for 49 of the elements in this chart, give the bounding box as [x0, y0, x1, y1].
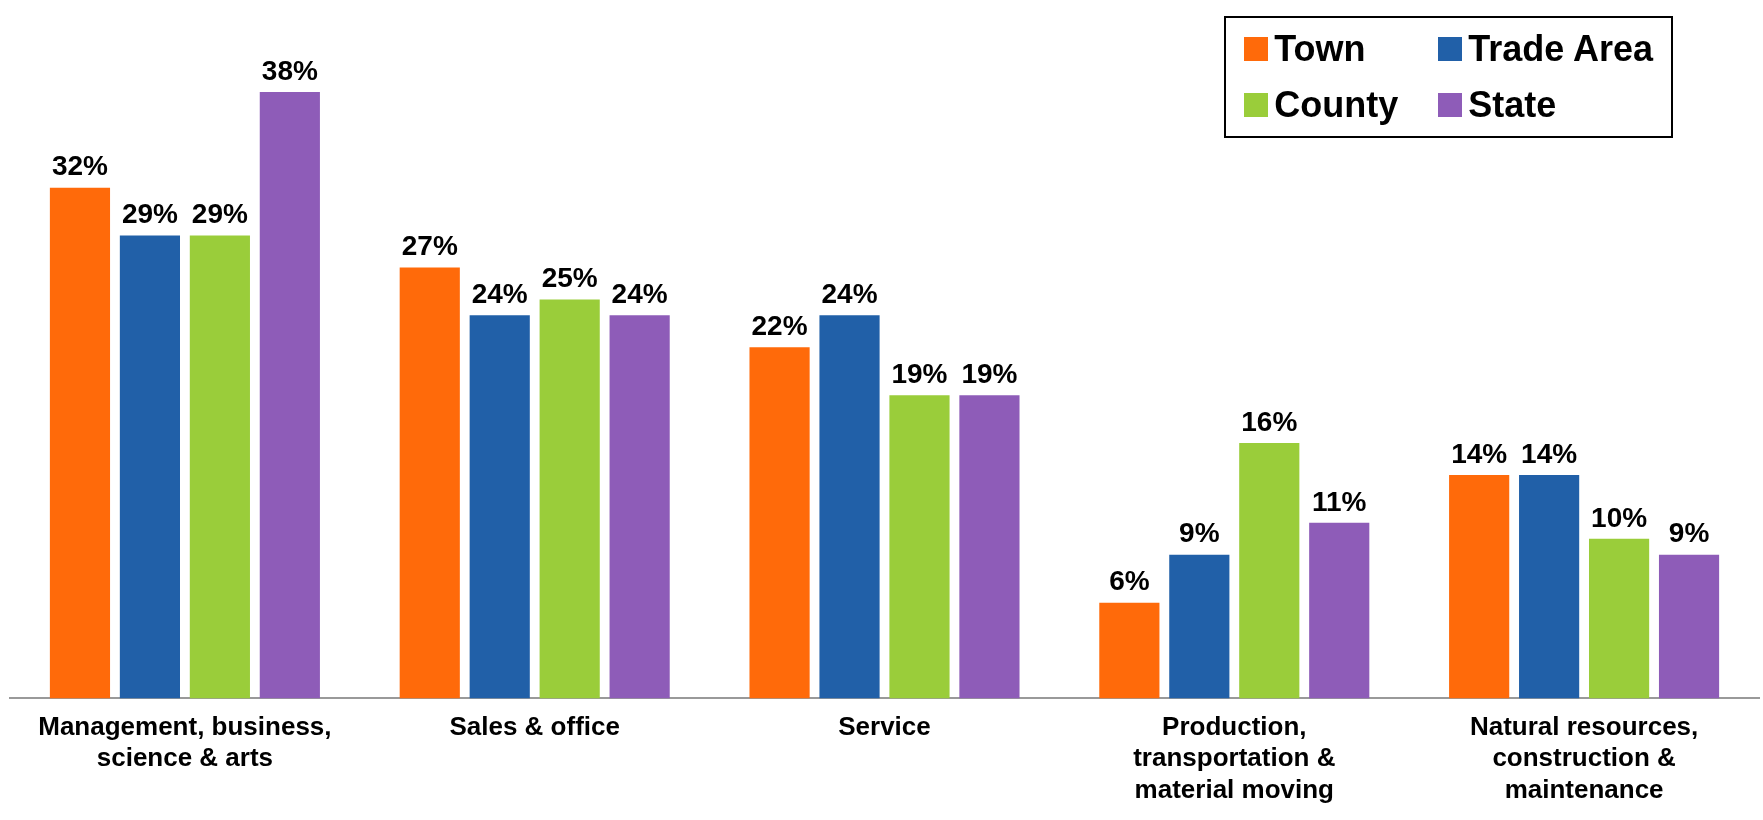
data-label: 19%: [961, 357, 1018, 389]
x-tick-label: Natural resources, construction & maintenance: [1469, 711, 1699, 804]
bar: [259, 91, 320, 699]
x-tick-label: Service: [838, 711, 931, 742]
x-tick-label: Management, business, science & arts: [38, 711, 332, 773]
x-tick-label: Production, transportation & material moving: [1133, 711, 1336, 804]
data-label: 24%: [471, 278, 528, 310]
legend-label: County: [1274, 84, 1399, 126]
bar: [749, 347, 810, 699]
bar: [539, 299, 600, 699]
bar: [189, 235, 250, 699]
bar: [959, 395, 1020, 699]
data-label: 11%: [1311, 485, 1367, 517]
bar: [819, 315, 880, 699]
bar: [399, 267, 460, 699]
data-label: 14%: [1521, 437, 1578, 469]
data-label: 9%: [1179, 517, 1220, 549]
data-label: 24%: [611, 278, 668, 310]
bar: [1239, 443, 1300, 699]
bar: [1658, 554, 1720, 699]
bar: [119, 235, 180, 699]
bar: [469, 315, 530, 699]
bar: [889, 395, 950, 699]
bar: [1519, 474, 1580, 699]
bar: [1309, 522, 1370, 699]
bar: [1589, 538, 1650, 699]
data-label: 9%: [1668, 517, 1710, 549]
data-label: 19%: [891, 357, 948, 389]
data-label: 38%: [261, 54, 318, 86]
data-label: 25%: [541, 262, 598, 294]
data-label: 16%: [1241, 405, 1298, 437]
legend-label: Town: [1274, 28, 1366, 70]
bar: [1449, 474, 1510, 699]
data-label: 29%: [191, 198, 248, 230]
legend-label: Trade Area: [1468, 28, 1653, 70]
bar: [1099, 602, 1160, 699]
bar: [49, 187, 111, 699]
bar: [609, 315, 670, 699]
data-label: 6%: [1109, 565, 1150, 597]
data-label: 24%: [821, 278, 878, 310]
data-label: 22%: [751, 310, 808, 341]
data-label: 27%: [401, 230, 458, 262]
data-label: 32%: [51, 150, 109, 182]
x-tick-label: Sales & office: [449, 711, 620, 742]
bar: [1169, 554, 1230, 699]
data-label: 10%: [1591, 501, 1648, 533]
data-label: 14%: [1451, 437, 1508, 469]
data-label: 29%: [121, 198, 179, 230]
legend-label: State: [1468, 84, 1557, 126]
